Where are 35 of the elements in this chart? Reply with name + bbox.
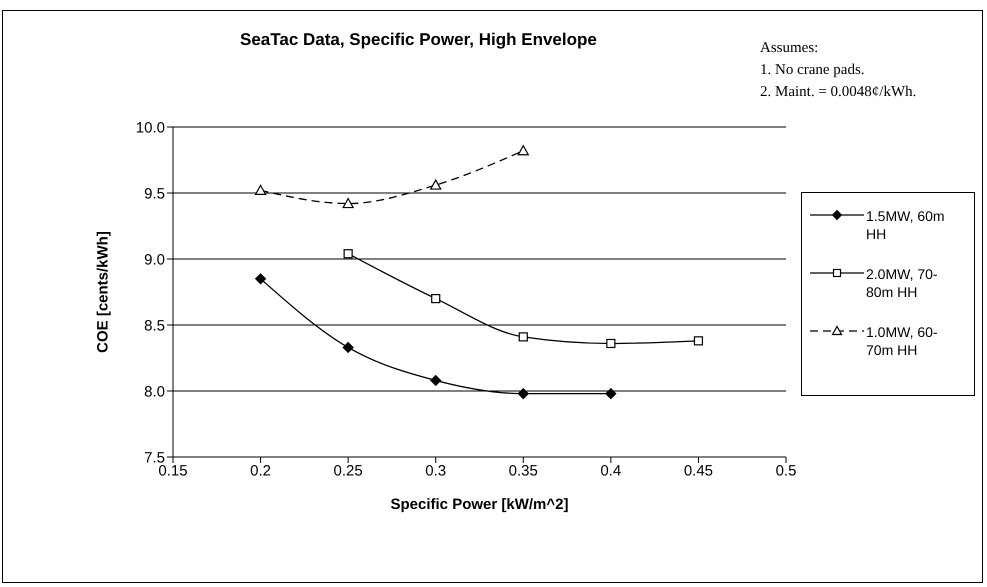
point xyxy=(430,179,442,190)
y-axis-title: COE [cents/kWh] xyxy=(94,231,112,353)
point xyxy=(342,342,354,353)
point xyxy=(518,388,529,400)
point xyxy=(518,332,528,342)
x-tick-label: 0.2 xyxy=(250,462,271,480)
y-tick-label: 9.0 xyxy=(144,251,165,268)
point xyxy=(430,374,442,386)
x-tick-label: 0.4 xyxy=(600,462,622,480)
y-tick-label: 8.0 xyxy=(144,383,165,400)
y-tick-label: 10.0 xyxy=(136,119,165,136)
text: 1. No crane pads. xyxy=(760,61,866,80)
legend-label: 1.5MW, 60m HH xyxy=(866,206,946,242)
legend-label: 2.0MW, 70-80m HH xyxy=(866,264,939,300)
point xyxy=(342,198,354,208)
x-tick-label: 0.5 xyxy=(776,462,796,480)
point xyxy=(518,145,529,156)
x-tick-label: 0.45 xyxy=(684,462,714,480)
x-axis-title: Specific Power [kW/m^2] xyxy=(390,496,568,513)
x-tick-label: 0.35 xyxy=(508,462,538,480)
legend-label: 1.0MW, 60-70m HH xyxy=(866,322,939,358)
point xyxy=(254,184,266,195)
point xyxy=(431,294,440,304)
x-tick-label: 0.3 xyxy=(425,462,446,480)
point xyxy=(605,388,616,400)
text: Assumes: xyxy=(760,39,820,58)
text: 2. Maint. = 0.0048¢/kWh. xyxy=(760,83,916,102)
point xyxy=(255,273,266,284)
chart-title: SeaTac Data, Specific Power, High Envelope xyxy=(240,30,597,50)
y-tick-label: 9.5 xyxy=(144,185,165,202)
y-tick-label: 8.5 xyxy=(144,317,165,334)
point xyxy=(344,249,353,258)
point xyxy=(694,336,704,346)
point xyxy=(606,338,616,348)
x-tick-label: 0.25 xyxy=(334,462,363,480)
